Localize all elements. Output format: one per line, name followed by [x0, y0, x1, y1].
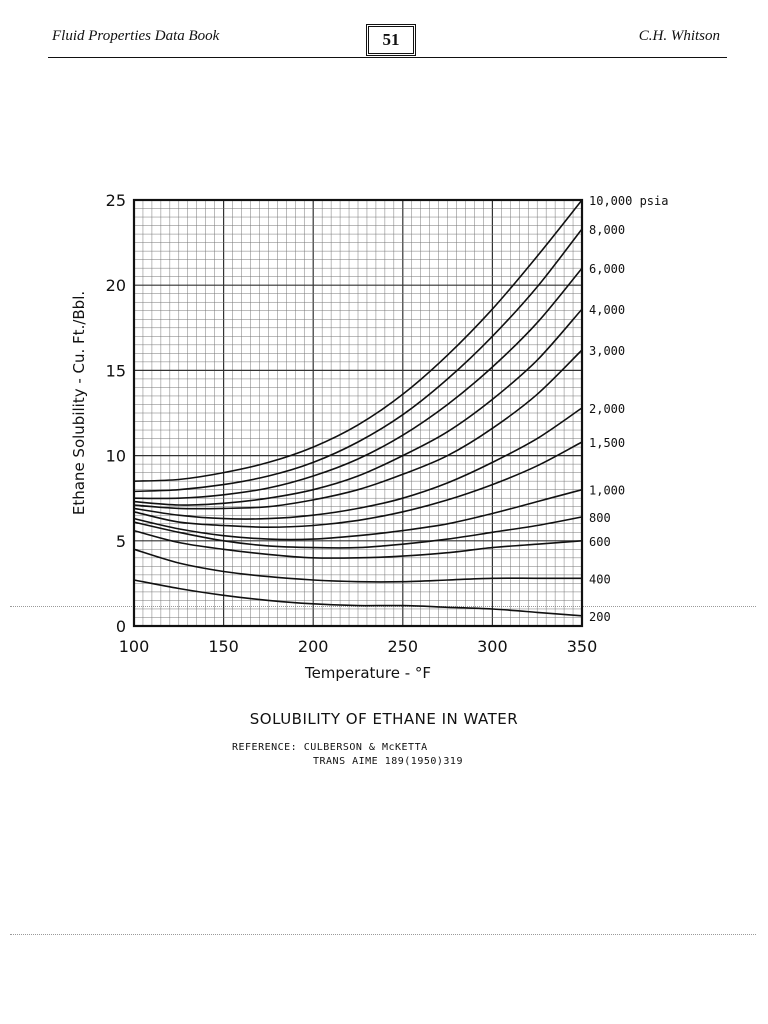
series-label: 200	[589, 610, 611, 624]
book-title: Fluid Properties Data Book	[52, 28, 220, 44]
series-label: 600	[589, 535, 611, 549]
series-line	[133, 349, 583, 510]
series-line	[133, 199, 583, 482]
series-line	[133, 548, 582, 583]
series-line	[133, 407, 583, 520]
series-label: 1,000	[589, 484, 625, 498]
x-tick-label: 300	[477, 637, 508, 656]
series-line	[133, 308, 583, 506]
series-line	[133, 441, 583, 529]
y-tick-label: 10	[106, 447, 126, 466]
author-name: C.H. Whitson	[638, 28, 720, 44]
reference-line-1: REFERENCE: CULBERSON & McKETTA	[232, 742, 428, 753]
series-label: 8,000	[589, 223, 625, 237]
y-tick-label: 15	[106, 361, 126, 380]
y-tick-label: 25	[106, 191, 126, 210]
chart-title: SOLUBILITY OF ETHANE IN WATER	[249, 710, 519, 728]
y-tick-label: 5	[116, 532, 126, 551]
series-line	[133, 529, 583, 559]
series-line	[133, 228, 583, 493]
y-tick-label: 20	[106, 276, 126, 295]
series-line	[133, 579, 583, 617]
y-axis-label: Ethane Solubility - Cu. Ft./Bbl.	[70, 291, 88, 515]
x-tick-label: 250	[388, 637, 419, 656]
x-tick-label: 350	[567, 637, 598, 656]
series-label: 10,000 psia	[589, 194, 668, 208]
x-tick-label: 100	[119, 637, 150, 656]
page-number: 51	[366, 24, 416, 56]
header-rule	[48, 57, 727, 58]
series-line	[133, 488, 583, 541]
x-tick-label: 150	[208, 637, 239, 656]
series-label: 800	[589, 511, 611, 525]
reference-line-2: TRANS AIME 189(1950)319	[313, 756, 463, 767]
x-tick-label: 200	[298, 637, 329, 656]
page-number-text: 51	[382, 30, 400, 49]
series-label: 6,000	[589, 262, 625, 276]
series-label: 4,000	[589, 303, 625, 317]
scan-dotted-line-upper	[10, 606, 756, 607]
series-label: 1,500	[589, 436, 625, 450]
y-tick-label: 0	[116, 617, 126, 636]
solubility-chart: 100 150 200 250 300 350 0 5 10 15 20 25 Temperature …	[70, 191, 668, 682]
x-axis-label: Temperature - °F	[304, 664, 431, 682]
series-label: 2,000	[589, 402, 625, 416]
series-line	[133, 516, 583, 549]
series-label: 400	[589, 572, 611, 586]
plot-frame	[132, 198, 584, 628]
series-label: 3,000	[589, 344, 625, 358]
series-line	[133, 267, 583, 500]
scan-dotted-line-lower	[10, 934, 756, 935]
